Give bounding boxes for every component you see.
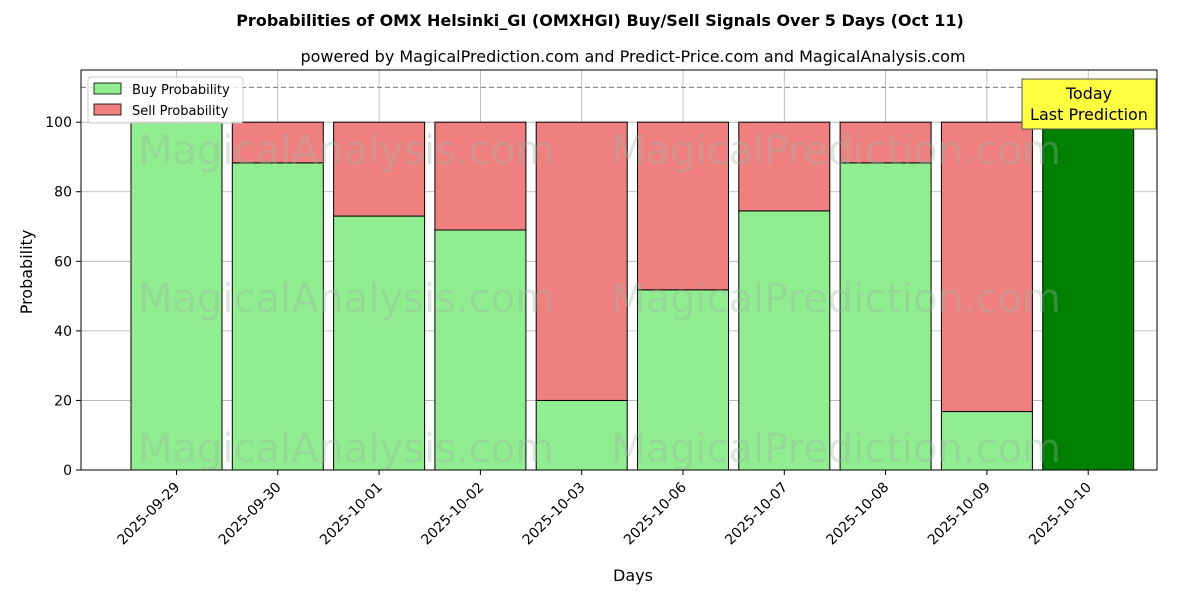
x-tick-label: 2025-10-10 (1026, 480, 1095, 549)
y-tick-label: 100 (45, 115, 72, 131)
y-tick-label: 20 (54, 393, 72, 409)
today-annotation: Today Last Prediction (1021, 78, 1157, 130)
watermark-text: MagicalAnalysis.com (138, 128, 554, 174)
sell-bar-2025-10-06 (637, 121, 729, 291)
buy-bar-2025-10-08 (839, 162, 932, 471)
x-tick-label: 2025-10-08 (824, 480, 893, 549)
buy-bar-2025-10-02 (434, 229, 527, 471)
x-tick-label: 2025-10-01 (317, 480, 386, 549)
y-tick-label: 40 (54, 324, 72, 340)
today-annotation-line1: Today (1065, 84, 1112, 103)
x-tick-label: 2025-10-06 (621, 479, 690, 548)
watermark-text: MagicalPrediction.com (611, 276, 1061, 322)
x-tick-label: 2025-09-29 (114, 480, 183, 549)
buy-bar-2025-10-01 (333, 215, 426, 471)
watermark-text: MagicalPrediction.com (611, 426, 1061, 472)
buy-bar-2025-10-07 (738, 210, 831, 471)
buy-bar-2025-10-09 (940, 411, 1033, 471)
watermark-text: MagicalAnalysis.com (138, 276, 554, 322)
x-tick-label: 2025-10-03 (520, 480, 589, 549)
y-axis-ticks: 0 20 40 60 80 100 (45, 115, 81, 479)
bars (130, 121, 1135, 471)
legend: Buy Probability Sell Probability (87, 76, 244, 124)
today-annotation-line2: Last Prediction (1030, 105, 1148, 124)
legend-buy-swatch (93, 82, 122, 95)
x-tick-label: 2025-10-07 (722, 480, 791, 549)
sell-bar-2025-10-02 (434, 121, 527, 231)
y-axis-label: Probability (17, 230, 36, 315)
sell-bar-2025-09-30 (231, 121, 324, 164)
y-tick-label: 60 (54, 254, 72, 270)
y-tick-label: 0 (63, 463, 72, 479)
y-tick-label: 80 (54, 185, 72, 201)
legend-buy-label: Buy Probability (132, 83, 230, 98)
watermark-text: MagicalAnalysis.com (138, 426, 554, 472)
legend-sell-swatch (93, 103, 122, 116)
sell-bar-2025-10-07 (738, 121, 831, 212)
watermarks: MagicalAnalysis.com MagicalPrediction.com… (138, 128, 1061, 472)
chart-title: Probabilities of OMX Helsinki_GI (OMXHGI… (236, 11, 964, 30)
sell-bar-2025-10-03 (535, 121, 628, 401)
x-axis-label: Days (613, 566, 653, 585)
sell-bar-2025-10-08 (839, 121, 932, 164)
chart-subtitle: powered by MagicalPrediction.com and Pre… (300, 47, 965, 66)
buy-bar-2025-09-29 (130, 121, 223, 471)
x-axis-ticks: 2025-09-29 2025-09-30 2025-10-01 2025-10-02… (114, 470, 1095, 548)
plot-frame (80, 69, 1158, 471)
watermark-text: MagicalPrediction.com (611, 128, 1061, 174)
buy-bar-2025-10-06 (637, 289, 729, 471)
sell-bar-2025-10-01 (333, 121, 426, 217)
x-tick-label: 2025-10-09 (925, 480, 994, 549)
buy-bar-2025-10-10 (1042, 121, 1135, 471)
legend-box (87, 76, 244, 124)
x-tick-label: 2025-09-30 (216, 480, 285, 549)
x-tick-label: 2025-10-02 (418, 480, 487, 549)
today-annotation-box (1021, 78, 1157, 130)
sell-bar-2025-10-09 (940, 121, 1033, 413)
legend-sell-label: Sell Probability (132, 104, 229, 119)
